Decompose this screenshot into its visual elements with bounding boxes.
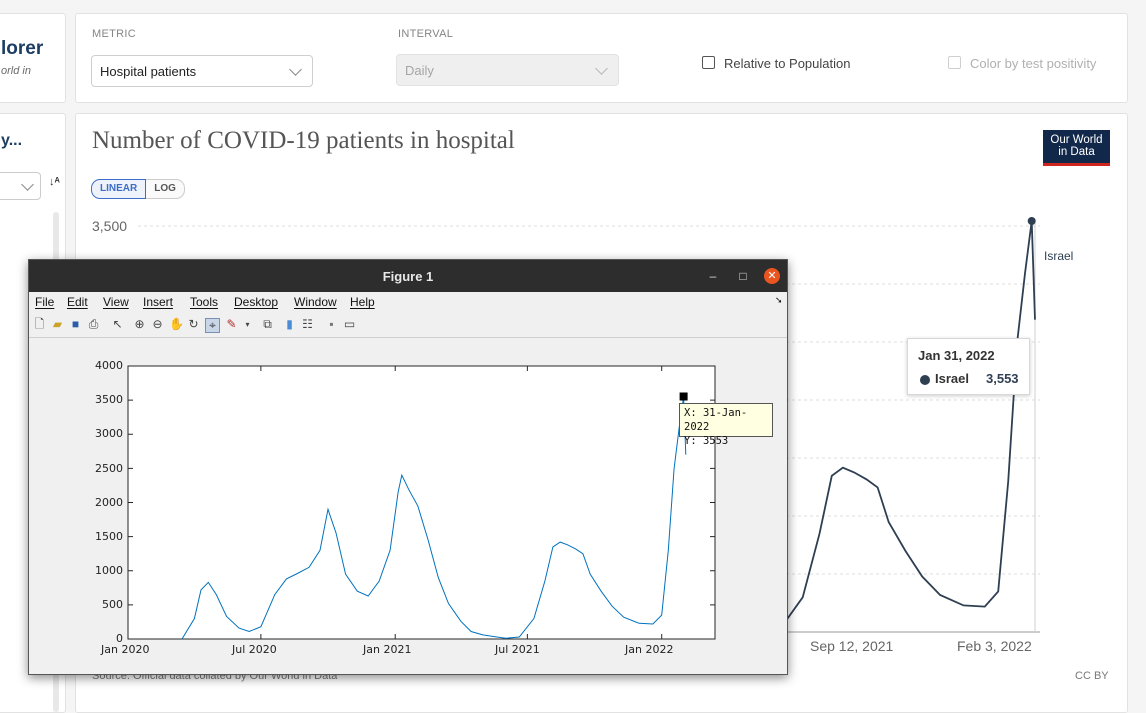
sort-alpha-icon[interactable]: ↓ᴬ xyxy=(49,176,60,188)
figure-toolbar: 🗋 ▰ ■ ⎙ ↖ ⊕ ⊖ ✋ ↻ ⌖ ✎ ▾ ⧉ ▮ ☷ ▪ ▭ xyxy=(29,313,787,338)
owid-ytick-top: 3,500 xyxy=(92,218,128,234)
log-scale-button[interactable]: LOG xyxy=(146,179,185,199)
menu-edit[interactable]: Edit xyxy=(67,295,88,309)
tooltip-value: 3,553 xyxy=(986,371,1019,386)
hide-tools-icon[interactable]: ▪ xyxy=(329,317,334,331)
matlab-ytick: 4000 xyxy=(95,359,123,372)
controls-card: METRIC Hospital patients INTERVAL Daily … xyxy=(75,13,1128,103)
legend-icon[interactable]: ☷ xyxy=(302,317,313,331)
entity-sort-select[interactable] xyxy=(0,172,41,200)
rotate-3d-icon[interactable]: ↻ xyxy=(188,317,199,331)
print-icon[interactable]: ⎙ xyxy=(88,317,99,331)
explorer-title: lorer xyxy=(1,38,44,59)
matlab-ytick: 1000 xyxy=(95,564,123,577)
edit-plot-arrow-icon[interactable]: ↖ xyxy=(112,317,123,331)
tooltip-date: Jan 31, 2022 xyxy=(918,348,995,363)
explorer-header-card: lorer orld in xyxy=(0,13,66,103)
matlab-ytick: 1500 xyxy=(95,530,123,543)
explorer-subtitle: orld in xyxy=(1,65,31,77)
logo-line-1: Our World xyxy=(1050,134,1103,146)
menu-help[interactable]: Help xyxy=(350,295,375,309)
matlab-ticks xyxy=(127,365,715,640)
datatip-x: X: 31-Jan-2022 xyxy=(684,407,748,433)
owid-logo[interactable]: Our World in Data xyxy=(1043,130,1110,166)
show-tools-icon[interactable]: ▭ xyxy=(343,317,356,331)
brush-icon[interactable]: ✎ xyxy=(226,317,237,331)
metric-label: METRIC xyxy=(92,28,136,40)
scale-toggle: LINEAR LOG xyxy=(91,179,185,199)
maximize-icon[interactable]: □ xyxy=(739,269,747,283)
tooltip-series-dot xyxy=(920,375,930,385)
interval-label: INTERVAL xyxy=(398,28,454,40)
matlab-ytick: 3000 xyxy=(95,427,123,440)
window-titlebar[interactable]: Figure 1 – □ ✕ xyxy=(29,260,787,292)
matlab-xtick: Jan 2020 xyxy=(101,643,150,656)
relative-population-label[interactable]: Relative to Population xyxy=(724,56,851,71)
interval-select-value: Daily xyxy=(405,62,434,78)
chart-license[interactable]: CC BY xyxy=(1075,670,1109,682)
matlab-xtick: Jan 2021 xyxy=(363,643,412,656)
matlab-ytick: 0 xyxy=(116,632,123,645)
matlab-ytick: 3500 xyxy=(95,393,123,406)
matlab-xtick: Jul 2021 xyxy=(495,643,540,656)
datatip-marker[interactable] xyxy=(679,392,688,401)
tooltip-series-name: Israel xyxy=(935,371,969,386)
matlab-xtick: Jul 2020 xyxy=(232,643,277,656)
matlab-ytick: 2000 xyxy=(95,496,123,509)
matlab-axes[interactable] xyxy=(29,338,787,668)
close-icon[interactable]: ✕ xyxy=(764,268,780,284)
matlab-datatip[interactable]: X: 31-Jan-2022 Y: 3553 xyxy=(679,403,773,447)
window-title: Figure 1 xyxy=(382,269,434,284)
menu-view[interactable]: View xyxy=(103,295,129,309)
test-positivity-label[interactable]: Color by test positivity xyxy=(970,56,1097,71)
matlab-ytick: 500 xyxy=(102,598,123,611)
chevron-down-icon xyxy=(289,63,302,76)
relative-population-checkbox[interactable] xyxy=(702,56,715,69)
matlab-xtick: Jan 2022 xyxy=(625,643,674,656)
datatip-y: Y: 3553 xyxy=(684,435,729,447)
owid-tooltip: Jan 31, 2022 Israel 3,553 xyxy=(907,338,1030,395)
test-positivity-checkbox[interactable] xyxy=(948,56,961,69)
interval-select[interactable]: Daily xyxy=(396,54,619,86)
minimize-icon[interactable]: – xyxy=(709,269,717,283)
chevron-down-icon xyxy=(21,178,34,191)
matlab-series-line xyxy=(181,396,687,640)
owid-series-label: Israel xyxy=(1044,249,1074,263)
linear-scale-button[interactable]: LINEAR xyxy=(91,179,147,199)
matlab-figure-window: Figure 1 – □ ✕ File Edit View Insert Too… xyxy=(28,259,788,675)
new-figure-icon[interactable]: 🗋 xyxy=(34,317,45,331)
metric-select-value: Hospital patients xyxy=(100,63,197,79)
menu-desktop[interactable]: Desktop xyxy=(234,295,279,309)
metric-select[interactable]: Hospital patients xyxy=(91,55,313,87)
chart-title: Number of COVID-19 patients in hospital xyxy=(92,127,515,154)
entity-panel-heading: y... xyxy=(1,132,23,149)
chevron-down-icon xyxy=(595,62,608,75)
figure-menubar: File Edit View Insert Tools Desktop Wind… xyxy=(29,292,787,311)
data-cursor-icon[interactable]: ⌖ xyxy=(205,318,220,333)
link-plot-icon[interactable]: ⧉ xyxy=(263,317,272,331)
matlab-axes-box xyxy=(127,365,716,640)
open-file-icon[interactable]: ▰ xyxy=(52,317,63,331)
brush-dropdown-icon[interactable]: ▾ xyxy=(245,320,250,329)
logo-line-2: in Data xyxy=(1058,146,1095,158)
save-icon[interactable]: ■ xyxy=(71,317,80,331)
owid-xtick-2: Feb 3, 2022 xyxy=(957,638,1032,654)
menu-dock-arrow-icon[interactable]: ➘ xyxy=(775,295,783,305)
menu-tools[interactable]: Tools xyxy=(190,295,219,309)
pan-hand-icon[interactable]: ✋ xyxy=(169,317,184,331)
owid-xtick-1: Sep 12, 2021 xyxy=(810,638,894,654)
menu-insert[interactable]: Insert xyxy=(143,295,174,309)
zoom-out-icon[interactable]: ⊖ xyxy=(152,317,163,331)
menu-file[interactable]: File xyxy=(35,295,55,309)
zoom-in-icon[interactable]: ⊕ xyxy=(134,317,145,331)
matlab-ytick: 2500 xyxy=(95,462,123,475)
menu-window[interactable]: Window xyxy=(294,295,337,309)
colorbar-icon[interactable]: ▮ xyxy=(286,317,293,331)
